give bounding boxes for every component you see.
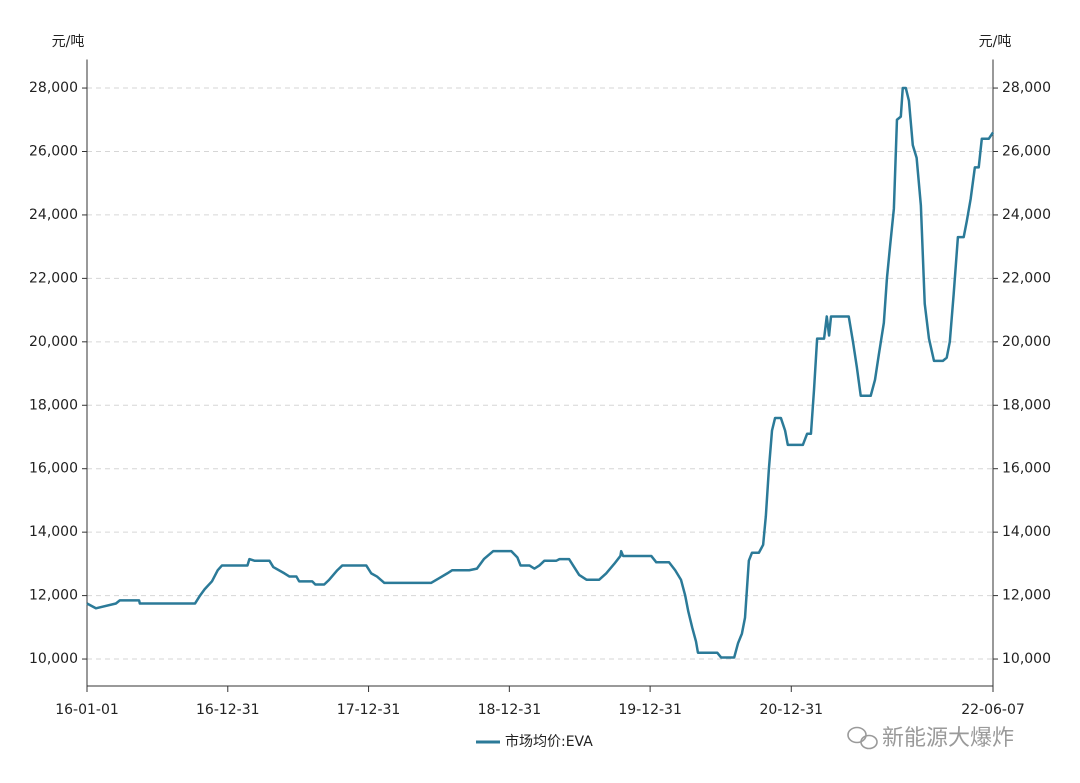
y-tick-label: 24,000 <box>29 207 78 223</box>
y-tick-label: 20,000 <box>29 334 78 350</box>
y2-tick-label: 14,000 <box>1002 524 1051 540</box>
data-line <box>86 86 995 659</box>
y-tick-label: 28,000 <box>29 80 78 96</box>
y2-tick-label: 20,000 <box>1002 334 1051 350</box>
y2-tick-label: 22,000 <box>1002 270 1051 286</box>
watermark-icon <box>847 726 878 750</box>
y2-tick-label: 16,000 <box>1002 461 1051 477</box>
y-tick-label: 10,000 <box>29 651 78 667</box>
x-tick-label: 20-12-31 <box>760 702 824 718</box>
x-tick-label: 19-12-31 <box>618 702 682 718</box>
y-tick-label: 16,000 <box>29 461 78 477</box>
y2-tick-label: 26,000 <box>1002 143 1051 159</box>
y-tick-label: 14,000 <box>29 524 78 540</box>
x-tick-label: 22-06-07 <box>961 702 1025 718</box>
y-axis-label: 元/吨 <box>52 34 85 50</box>
y2-tick-label: 10,000 <box>1002 651 1051 667</box>
y-tick-label: 22,000 <box>29 270 78 286</box>
y2-tick-label: 12,000 <box>1002 588 1051 604</box>
y2-axis-label: 元/吨 <box>979 34 1012 50</box>
watermark: 新能源大爆炸 <box>882 726 1014 751</box>
y2-tick-label: 28,000 <box>1002 80 1051 96</box>
legend-label: 市场均价:EVA <box>505 733 593 750</box>
x-tick-label: 18-12-31 <box>478 702 542 718</box>
y-tick-label: 26,000 <box>29 143 78 159</box>
x-tick-label: 16-01-01 <box>55 702 119 718</box>
y2-tick-label: 18,000 <box>1002 397 1051 413</box>
x-tick-label: 17-12-31 <box>337 702 401 718</box>
y-tick-label: 18,000 <box>29 397 78 413</box>
y-tick-label: 12,000 <box>29 588 78 604</box>
y2-tick-label: 24,000 <box>1002 207 1051 223</box>
x-tick-label: 16-12-31 <box>196 702 260 718</box>
